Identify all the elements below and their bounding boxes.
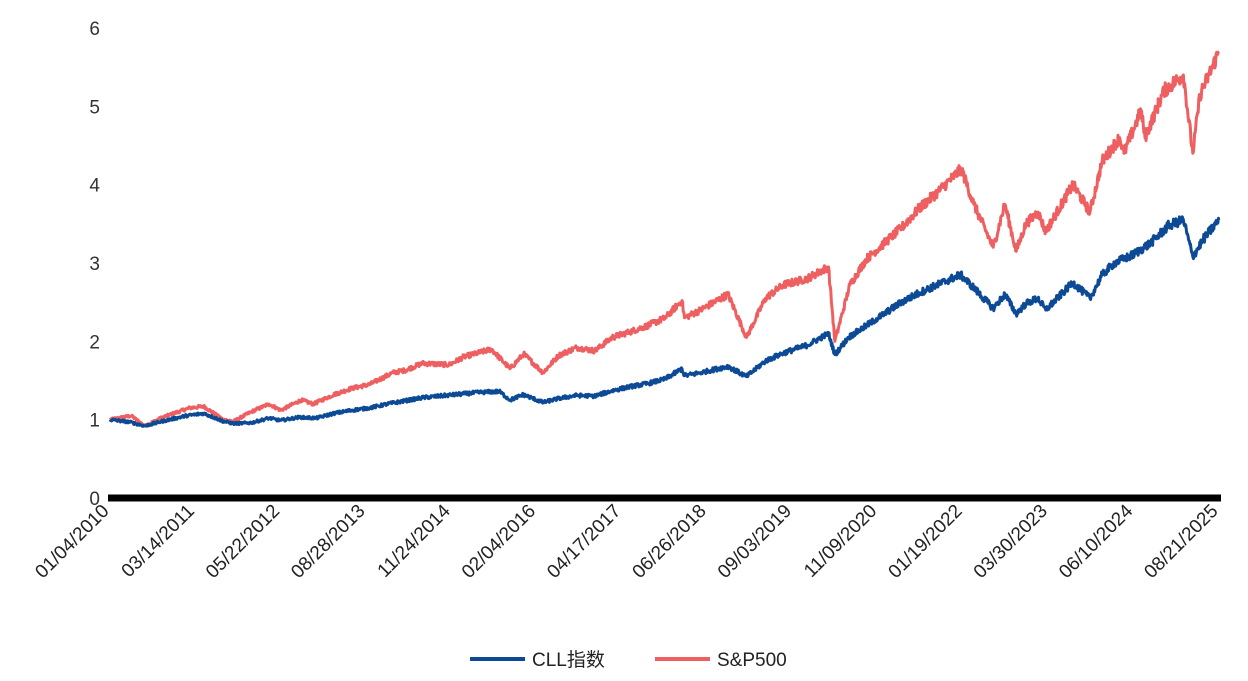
- y-tick-label: 2: [89, 332, 100, 353]
- legend-label-cll: CLL指数: [532, 649, 605, 671]
- y-tick-label: 4: [89, 176, 100, 197]
- legend: CLL指数 S&P500: [470, 649, 787, 671]
- x-tick-label: 05/22/2012: [202, 501, 284, 583]
- x-tick-label: 11/24/2014: [374, 500, 455, 581]
- x-tick-label: 06/10/2024: [1055, 500, 1137, 582]
- x-tick-label: 06/26/2018: [629, 501, 711, 583]
- series-line-cll: [108, 215, 1221, 428]
- series-lines: [108, 50, 1221, 428]
- x-tick-label: 08/28/2013: [287, 501, 369, 583]
- x-tick-label: 03/14/2011: [118, 501, 199, 582]
- series-line-sp500: [108, 50, 1220, 428]
- x-tick-label: 01/04/2010: [31, 501, 113, 583]
- legend-item-sp500: S&P500: [655, 650, 787, 671]
- x-axis: 01/04/2010 03/14/2011 05/22/2012 08/28/2013…: [31, 494, 1223, 583]
- x-tick-label: 11/09/2020: [800, 501, 881, 582]
- y-tick-label: 6: [89, 19, 100, 40]
- x-tick-label: 03/30/2023: [970, 501, 1052, 583]
- x-tick-label: 02/04/2016: [458, 501, 540, 583]
- y-tick-label: 1: [89, 411, 100, 432]
- y-tick-label: 3: [89, 254, 100, 275]
- x-tick-label: 01/19/2022: [885, 501, 967, 583]
- legend-item-cll: CLL指数: [470, 649, 605, 671]
- y-tick-label: 5: [89, 97, 100, 118]
- x-tick-label: 09/03/2019: [714, 501, 796, 583]
- legend-label-sp500: S&P500: [717, 650, 787, 671]
- y-axis: 0 1 2 3 4 5 6: [89, 19, 100, 510]
- x-tick-label: 04/17/2017: [543, 501, 625, 583]
- x-tick-label: 08/21/2025: [1140, 501, 1222, 583]
- y-tick-label: 0: [89, 489, 100, 510]
